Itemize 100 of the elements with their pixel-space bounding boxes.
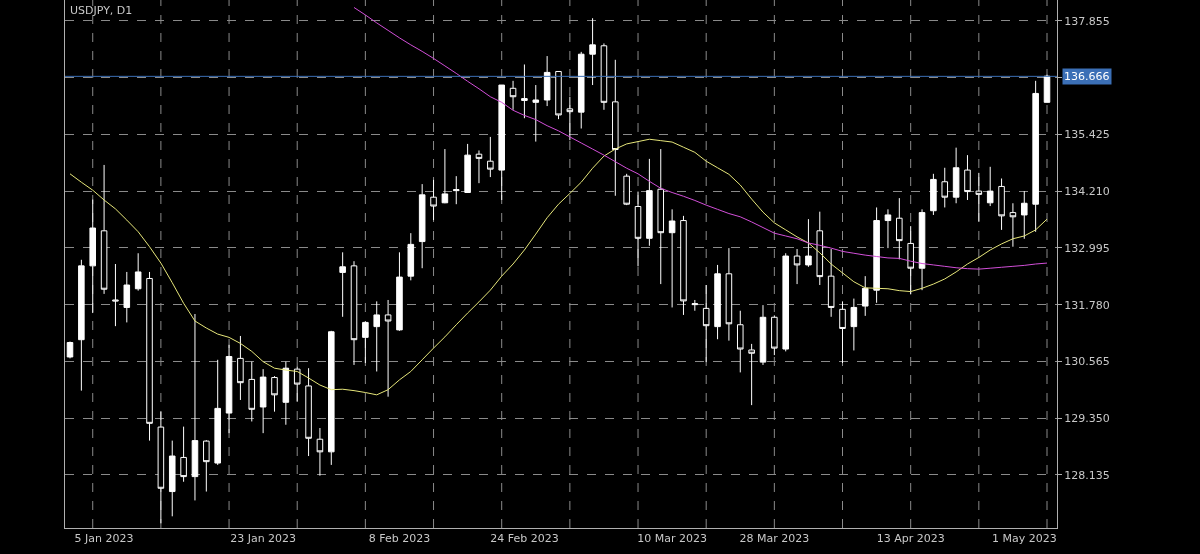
- candlestick: [328, 330, 335, 466]
- candlestick: [487, 136, 494, 178]
- candlestick: [89, 199, 96, 314]
- line-series: [69, 138, 1048, 396]
- candlestick: [918, 208, 926, 291]
- candlestick: [577, 51, 585, 129]
- candlestick: [986, 166, 994, 207]
- candlestick: [566, 96, 574, 141]
- candlestick: [759, 304, 767, 366]
- candlestick: [930, 173, 937, 216]
- x-tick-label: 23 Jan 2023: [230, 532, 297, 546]
- candlestick: [952, 147, 960, 204]
- candlestick: [623, 173, 630, 206]
- candlestick: [907, 225, 914, 295]
- candlestick: [237, 335, 244, 401]
- candlestick: [816, 211, 824, 286]
- candlestick: [975, 172, 983, 222]
- x-tick-label: 8 Feb 2023: [368, 532, 431, 546]
- candlestick: [1021, 190, 1028, 240]
- candlestick: [418, 183, 426, 269]
- x-tick-label: 24 Feb 2023: [490, 532, 559, 546]
- candlestick: [168, 440, 176, 517]
- candlestick: [214, 359, 221, 466]
- y-tick-label: 130.565: [1064, 355, 1110, 369]
- candlestick: [714, 264, 721, 340]
- candlestick: [725, 247, 733, 342]
- candlestick: [384, 299, 392, 398]
- candlestick: [555, 70, 562, 120]
- candlestick: [157, 411, 165, 524]
- candlestick: [498, 84, 505, 201]
- x-tick-label: 1 May 2023: [991, 532, 1057, 546]
- candlestick: [793, 248, 801, 285]
- x-tick-label: 10 Mar 2023: [637, 532, 707, 546]
- candlestick: [827, 248, 835, 318]
- candlestick: [452, 175, 460, 205]
- candlestick: [634, 191, 642, 267]
- candlestick: [146, 271, 153, 442]
- candlestick: [612, 59, 619, 197]
- chart-title: USDJPY, D1: [70, 4, 133, 17]
- ref-line-label: 136.666: [1064, 70, 1110, 83]
- x-tick-label: 28 Mar 2023: [739, 532, 810, 546]
- x-tick-label: 5 Jan 2023: [74, 532, 134, 546]
- candlestick: [305, 367, 312, 457]
- candlestick: [259, 368, 267, 434]
- candlestick: [782, 252, 789, 352]
- y-tick-label: 135.425: [1064, 128, 1110, 142]
- y-tick-label: 129.350: [1064, 412, 1110, 426]
- candlestick: [134, 252, 142, 292]
- candlestick: [702, 284, 710, 363]
- candlestick: [350, 260, 358, 366]
- candlestick: [396, 251, 403, 332]
- candlestick: [430, 179, 437, 221]
- candlestick: [600, 42, 608, 111]
- candlestick: [861, 275, 869, 317]
- candlestick: [839, 300, 846, 364]
- candlestick: [373, 300, 381, 372]
- candlestick: [873, 206, 880, 304]
- candlestick: [464, 143, 471, 194]
- candlestick: [191, 313, 199, 501]
- candlestick: [441, 148, 449, 204]
- candlestick: [748, 343, 755, 406]
- candlestick: [646, 158, 653, 247]
- candlestick: [112, 263, 119, 327]
- candlestick: [736, 310, 744, 373]
- candlestick: [248, 361, 256, 422]
- candlestick: [1032, 80, 1039, 233]
- candlestick: [339, 251, 346, 318]
- candlestick: [521, 63, 528, 119]
- line-series: [353, 6, 1048, 270]
- candlestick: [941, 167, 949, 208]
- candlestick: [475, 149, 483, 184]
- candlestick: [805, 218, 812, 268]
- candlestick: [1009, 202, 1017, 248]
- candlestick: [282, 361, 290, 426]
- candlestick: [78, 259, 85, 392]
- candlestick: [123, 271, 131, 323]
- candlestick: [203, 439, 210, 493]
- candlestick: [271, 375, 278, 413]
- candlestick: [407, 232, 415, 281]
- candlestick: [543, 55, 551, 107]
- candlestick: [998, 177, 1005, 231]
- candlestick: [771, 314, 778, 356]
- candlestick: [532, 84, 540, 143]
- candlestick: [884, 208, 892, 249]
- y-tick-label: 128.135: [1064, 468, 1110, 482]
- candlestick: [509, 80, 517, 111]
- candlestick: [668, 208, 676, 308]
- candlestick: [589, 17, 596, 86]
- y-tick-label: 132.995: [1064, 241, 1110, 255]
- y-tick-label: 137.855: [1064, 14, 1110, 28]
- candlestick: [964, 154, 971, 201]
- candlestick: [100, 164, 108, 295]
- candlestick: [66, 341, 74, 359]
- candlestick: [896, 197, 903, 260]
- x-tick-label: 13 Apr 2023: [876, 532, 945, 546]
- candlestick: [293, 365, 301, 402]
- candlestick: [850, 298, 858, 351]
- y-tick-label: 134.210: [1064, 184, 1110, 198]
- candlestick: [657, 148, 665, 285]
- candlestick: [225, 344, 233, 434]
